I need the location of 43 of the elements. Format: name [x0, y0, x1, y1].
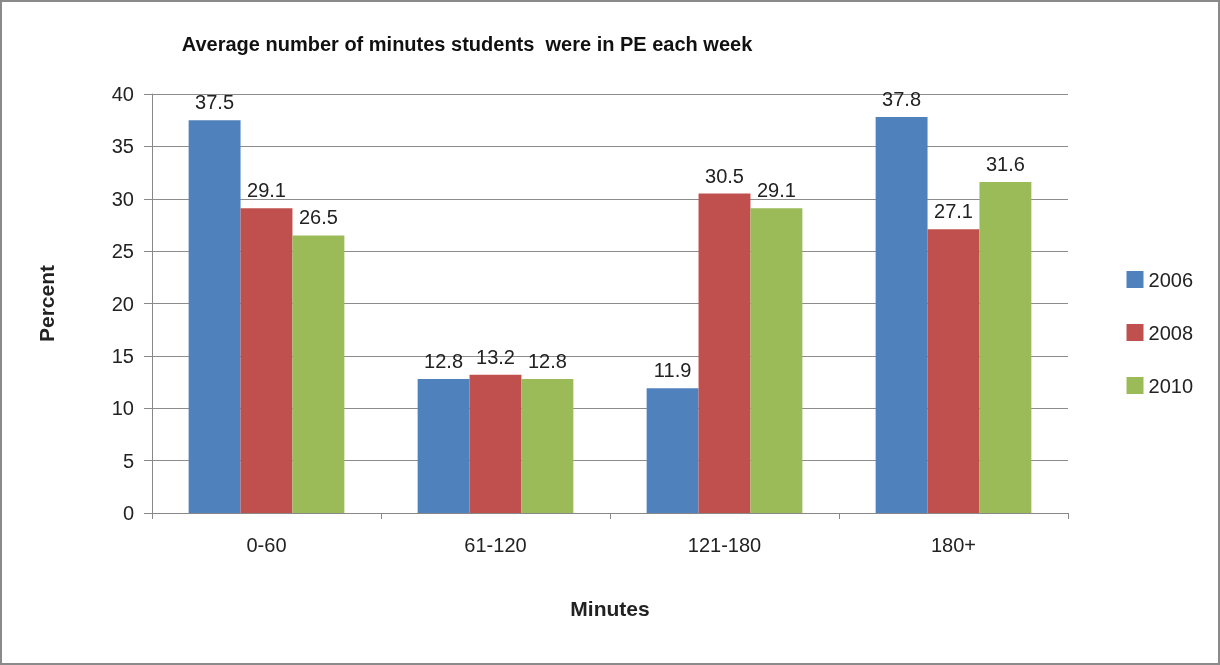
- bar: [188, 120, 241, 513]
- x-tick-label: 61-120: [464, 534, 527, 556]
- bar: [240, 208, 293, 513]
- bar: [521, 378, 574, 513]
- bar: [750, 208, 803, 513]
- bar: [292, 235, 345, 513]
- data-label: 27.1: [934, 200, 973, 223]
- y-tick-label: 35: [111, 135, 134, 158]
- x-tick-label: 0-60: [246, 534, 287, 556]
- bar: [875, 117, 928, 513]
- data-label: 11.9: [653, 359, 692, 382]
- y-axis-title: Percent: [35, 264, 58, 343]
- data-label: 26.5: [298, 206, 338, 229]
- legend-label: 2010: [1148, 374, 1194, 397]
- x-tick-label: 180+: [930, 534, 977, 556]
- data-label: 12.8: [424, 349, 464, 372]
- chart-title: Average number of minutes students were in PE each week: [181, 33, 754, 55]
- data-label: 29.1: [756, 179, 796, 202]
- data-label: 31.6: [985, 152, 1025, 175]
- data-label: 30.5: [705, 164, 744, 187]
- x-tick-label: 121-180: [687, 534, 762, 556]
- bar: [417, 378, 470, 513]
- y-tick-label: 25: [111, 240, 134, 263]
- data-label: 37.8: [882, 88, 922, 111]
- legend-label: 2008: [1148, 321, 1194, 344]
- legend-label: 2006: [1148, 268, 1194, 291]
- data-label: 13.2: [476, 345, 515, 368]
- x-axis-title: Minutes: [570, 597, 650, 620]
- y-tick-label: 0: [122, 502, 134, 524]
- y-tick-label: 15: [111, 344, 134, 367]
- bar: [927, 229, 980, 513]
- y-tick-label: 30: [111, 187, 134, 210]
- data-label: 29.1: [247, 179, 286, 202]
- y-tick-label: 40: [111, 83, 134, 105]
- data-label: 37.5: [195, 91, 235, 114]
- y-tick-label: 5: [122, 449, 134, 472]
- bar: [698, 193, 751, 513]
- y-tick-label: 20: [111, 292, 134, 315]
- bar: [469, 374, 522, 513]
- bar: [979, 181, 1032, 513]
- bar: [646, 388, 699, 513]
- data-label: 12.8: [527, 349, 567, 372]
- y-tick-label: 10: [111, 397, 134, 420]
